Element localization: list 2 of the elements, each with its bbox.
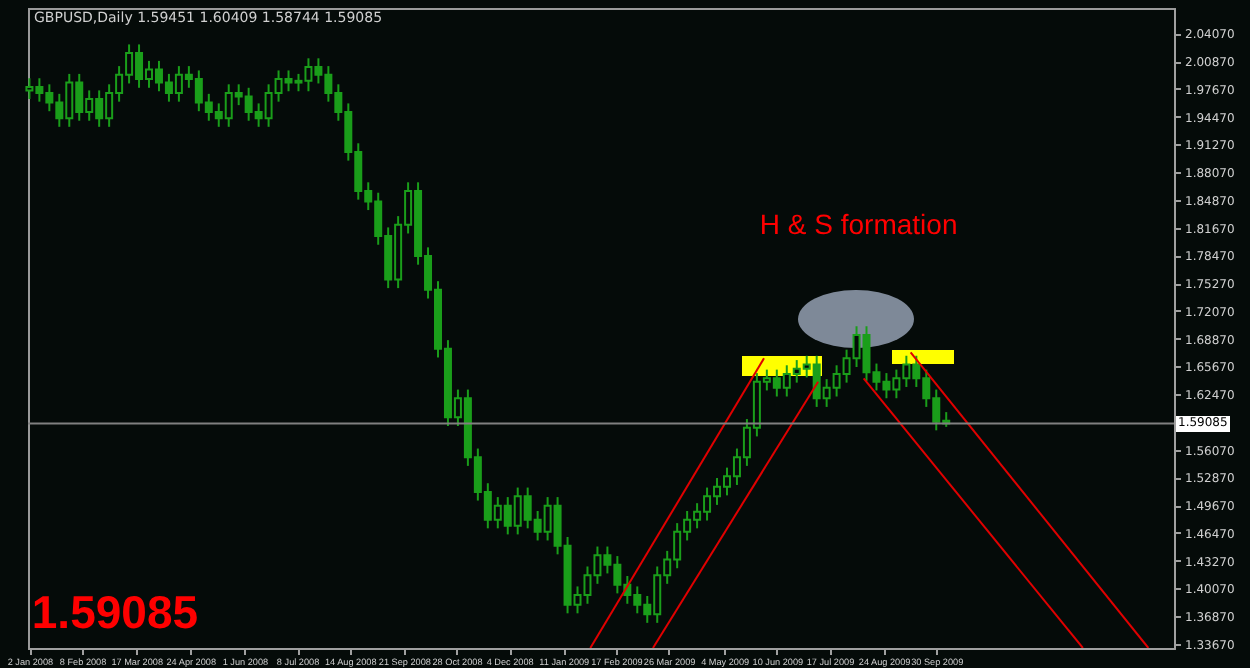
annotation: 1.59085 <box>31 586 199 641</box>
annotation: H & S formation <box>759 208 958 241</box>
